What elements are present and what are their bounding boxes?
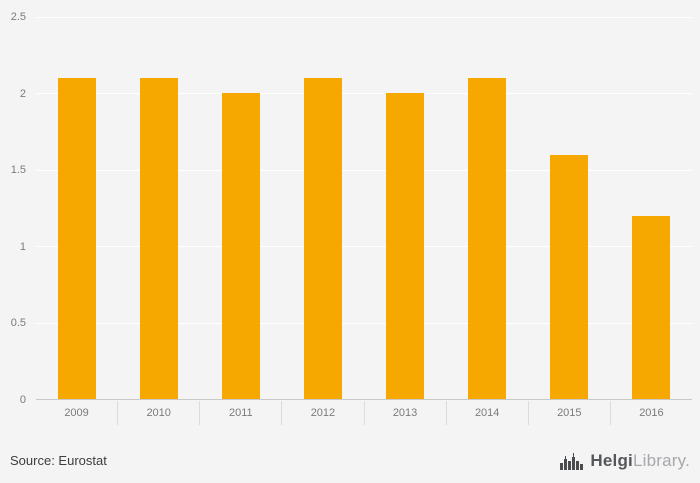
bar-column (364, 17, 446, 399)
gridline (36, 17, 692, 18)
logo-text-secondary: Library. (632, 451, 690, 470)
y-tick-label: 0 (19, 394, 26, 406)
x-tick-label: 2016 (609, 401, 692, 425)
y-tick-label: 0.5 (10, 317, 26, 330)
bar-column (610, 17, 692, 399)
bar-2014 (468, 78, 506, 399)
logo-text-primary: Helgi (590, 451, 633, 470)
gridline (36, 322, 692, 324)
gridline (36, 93, 692, 95)
bar-column (528, 17, 610, 399)
y-tick-label: 2 (19, 87, 26, 100)
x-tick-label: 2011 (199, 401, 281, 425)
y-tick-label: 2.5 (10, 11, 26, 23)
bar-chart-logo-icon (560, 452, 584, 470)
x-tick-label: 2009 (64, 407, 89, 419)
x-tick-label: 2010 (117, 401, 199, 425)
x-tick-label: 2015 (527, 401, 610, 425)
bar-column (118, 17, 200, 399)
helgi-library-logo: HelgiLibrary. (560, 451, 690, 471)
bar-2016 (632, 215, 670, 399)
y-axis: 0 0.5 1 1.5 2 2.5 (0, 11, 32, 406)
bar-2012 (304, 78, 342, 399)
bar-2013 (386, 93, 424, 399)
source-label: Source: Eurostat (10, 453, 107, 468)
bar-columns (36, 17, 692, 399)
bar-2015 (550, 154, 588, 399)
plot-area (36, 17, 692, 400)
x-tick-label: 2012 (281, 401, 363, 425)
bar-column (446, 17, 528, 399)
x-axis: 2009 2010 2011 2012 2013 2014 2015 2016 (36, 401, 692, 425)
bar-2009 (58, 78, 96, 399)
y-tick-label: 1.5 (10, 164, 26, 177)
bar-column (282, 17, 364, 399)
bar-column (200, 17, 282, 399)
x-tick-label: 2013 (363, 401, 446, 425)
y-tick-label: 1 (19, 240, 26, 253)
gridline (36, 169, 692, 171)
bar-column (36, 17, 118, 399)
bar-2010 (140, 78, 178, 399)
gridline (36, 246, 692, 248)
bar-2011 (222, 93, 260, 399)
x-tick-label: 2014 (445, 401, 528, 425)
